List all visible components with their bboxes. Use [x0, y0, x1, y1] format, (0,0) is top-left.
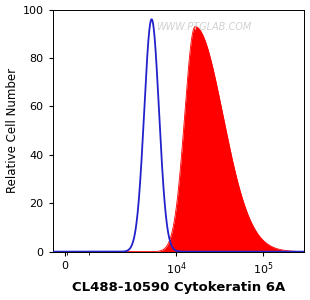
X-axis label: CL488-10590 Cytokeratin 6A: CL488-10590 Cytokeratin 6A	[72, 281, 285, 294]
Y-axis label: Relative Cell Number: Relative Cell Number	[6, 68, 19, 193]
Text: WWW.PTGLAB.COM: WWW.PTGLAB.COM	[156, 22, 251, 32]
